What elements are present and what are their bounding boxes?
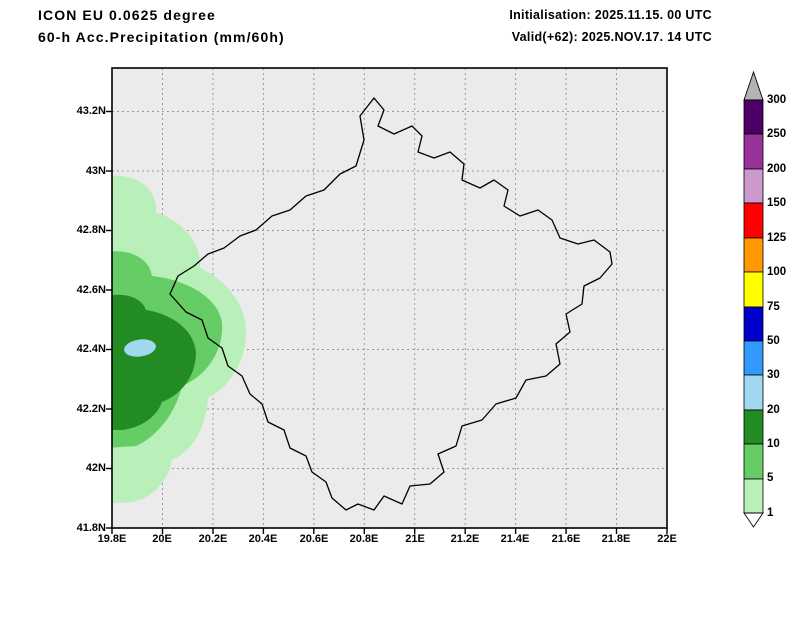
plot-frame bbox=[111, 67, 668, 529]
colorbar-tick-label: 5 bbox=[767, 472, 774, 484]
colorbar-tick-label: 100 bbox=[767, 266, 787, 278]
colorbar-tick-label: 1 bbox=[767, 507, 774, 519]
country-border bbox=[169, 97, 613, 511]
x-axis-tick-label: 21.8E bbox=[601, 533, 631, 545]
y-axis-tick-label: 42.6N bbox=[76, 284, 106, 296]
colorbar-overflow-triangle bbox=[743, 70, 764, 101]
x-axis-tick-label: 20.8E bbox=[349, 533, 379, 545]
colorbar-cell bbox=[743, 443, 764, 480]
x-axis-tick-label: 20.2E bbox=[198, 533, 228, 545]
valid-time: Valid(+62): 2025.NOV.17. 14 UTC bbox=[511, 30, 712, 44]
model-title: ICON EU 0.0625 degree bbox=[38, 7, 216, 23]
colorbar-tick-label: 150 bbox=[767, 197, 787, 209]
colorbar-cell bbox=[743, 133, 764, 170]
colorbar-cell bbox=[743, 237, 764, 273]
colorbar-cell bbox=[743, 340, 764, 376]
colorbar-tick-label: 10 bbox=[767, 438, 780, 450]
colorbar-cell bbox=[743, 99, 764, 135]
colorbar-tick-label: 20 bbox=[767, 404, 780, 416]
x-axis-tick-label: 22E bbox=[657, 533, 677, 545]
colorbar-tick-label: 75 bbox=[767, 301, 780, 313]
precip-contour-10-20mm bbox=[112, 294, 196, 430]
colorbar-tick-label: 250 bbox=[767, 128, 787, 140]
colorbar-cell bbox=[743, 306, 764, 342]
x-axis-tick-label: 21.4E bbox=[500, 533, 530, 545]
axis-ticks bbox=[106, 110, 668, 534]
y-axis-tick-label: 42N bbox=[85, 462, 106, 474]
colorbar-cell bbox=[743, 271, 764, 308]
precip-maximum-20-30mm bbox=[124, 339, 156, 357]
x-axis-tick-label: 21E bbox=[405, 533, 425, 545]
x-axis-tick-label: 21.2E bbox=[450, 533, 480, 545]
y-axis-tick-label: 43N bbox=[85, 165, 106, 177]
colorbar-underflow-triangle bbox=[743, 512, 764, 528]
precipitation-shading bbox=[112, 175, 246, 504]
y-axis-tick-label: 41.8N bbox=[76, 522, 106, 534]
colorbar-tick-label: 30 bbox=[767, 369, 780, 381]
x-axis-tick-label: 20.6E bbox=[299, 533, 329, 545]
x-axis-tick-label: 21.6E bbox=[551, 533, 581, 545]
colorbar-tick-label: 50 bbox=[767, 335, 780, 347]
x-axis-tick-label: 20.4E bbox=[248, 533, 278, 545]
y-axis-tick-label: 42.4N bbox=[76, 343, 106, 355]
colorbar-tick-label: 300 bbox=[767, 94, 787, 106]
colorbar-cell bbox=[743, 478, 764, 514]
colorbar-cell bbox=[743, 374, 764, 411]
product-title: 60-h Acc.Precipitation (mm/60h) bbox=[38, 29, 285, 45]
map-plot bbox=[106, 67, 668, 534]
colorbar-cell bbox=[743, 202, 764, 239]
colorbar bbox=[743, 70, 764, 528]
x-axis-tick-label: 19.8E bbox=[97, 533, 127, 545]
x-axis-tick-label: 20E bbox=[152, 533, 172, 545]
colorbar-tick-label: 125 bbox=[767, 232, 787, 244]
colorbar-cell bbox=[743, 409, 764, 445]
init-time: Initialisation: 2025.11.15. 00 UTC bbox=[509, 8, 712, 22]
y-axis-tick-label: 42.8N bbox=[76, 224, 106, 236]
colorbar-tick-label: 200 bbox=[767, 163, 787, 175]
y-axis-tick-label: 43.2N bbox=[76, 105, 106, 117]
y-axis-tick-label: 42.2N bbox=[76, 403, 106, 415]
colorbar-cell bbox=[743, 168, 764, 204]
